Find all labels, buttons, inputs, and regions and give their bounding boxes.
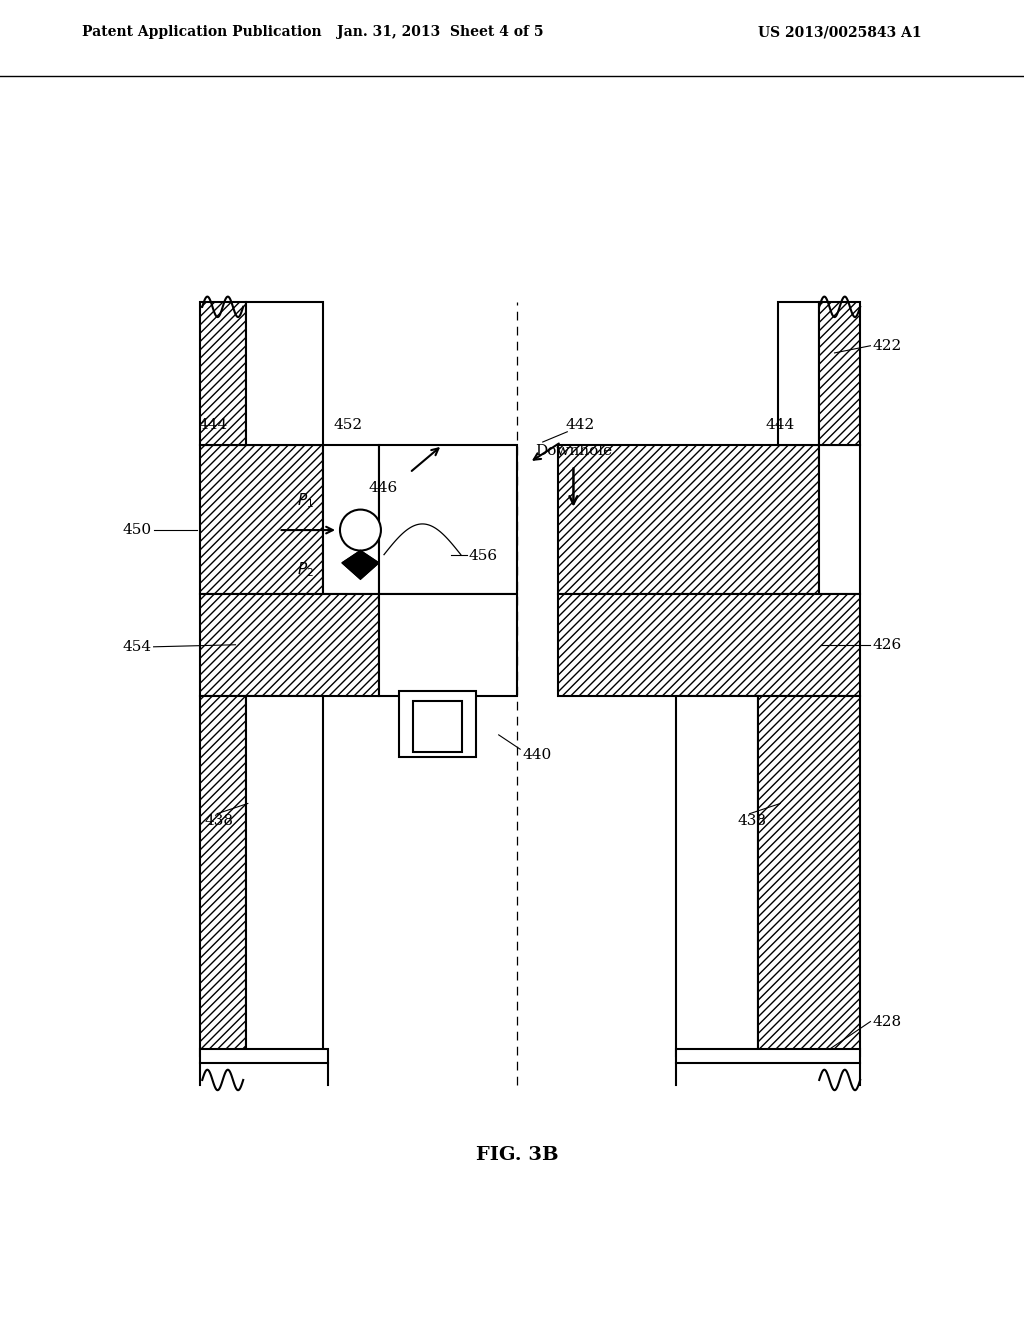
Text: 438: 438 <box>737 814 766 828</box>
Bar <box>200 594 379 696</box>
Text: 446: 446 <box>369 480 397 495</box>
Text: 438: 438 <box>205 814 233 828</box>
Text: 452: 452 <box>334 417 362 432</box>
Bar <box>379 445 517 594</box>
Text: 426: 426 <box>872 638 902 652</box>
Text: 444: 444 <box>199 417 227 432</box>
Text: 444: 444 <box>766 417 795 432</box>
Bar <box>819 302 860 445</box>
Bar <box>558 594 860 696</box>
Bar <box>200 445 323 594</box>
Text: 456: 456 <box>469 549 498 562</box>
Text: 442: 442 <box>565 417 595 432</box>
Bar <box>413 701 462 752</box>
Bar <box>246 302 323 445</box>
Bar <box>819 445 860 594</box>
Bar <box>379 594 517 696</box>
Bar <box>778 302 819 445</box>
Bar <box>323 445 379 594</box>
Bar <box>200 1049 328 1063</box>
Bar <box>676 1049 860 1063</box>
Text: 428: 428 <box>872 1015 901 1028</box>
Bar <box>246 696 323 1056</box>
Text: Downhole: Downhole <box>535 445 612 458</box>
Text: FIG. 3B: FIG. 3B <box>476 1146 558 1164</box>
Bar <box>200 302 246 445</box>
Bar <box>758 696 860 1056</box>
Circle shape <box>340 510 381 550</box>
Text: 454: 454 <box>123 640 152 653</box>
Text: Patent Application Publication: Patent Application Publication <box>82 25 322 40</box>
Text: 422: 422 <box>872 339 902 352</box>
Bar <box>200 696 246 1056</box>
Bar <box>558 445 819 594</box>
Polygon shape <box>342 550 379 579</box>
Text: Jan. 31, 2013  Sheet 4 of 5: Jan. 31, 2013 Sheet 4 of 5 <box>337 25 544 40</box>
Text: 450: 450 <box>123 523 152 537</box>
Text: 440: 440 <box>522 748 552 763</box>
Text: $P_2$: $P_2$ <box>297 561 313 579</box>
Text: US 2013/0025843 A1: US 2013/0025843 A1 <box>758 25 922 40</box>
Text: $P_1$: $P_1$ <box>297 491 313 510</box>
Bar <box>399 690 476 758</box>
Bar <box>676 696 758 1056</box>
